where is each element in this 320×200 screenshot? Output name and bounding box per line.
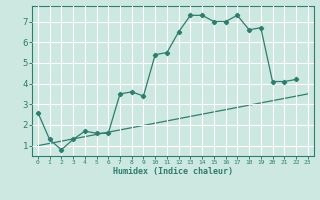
X-axis label: Humidex (Indice chaleur): Humidex (Indice chaleur): [113, 167, 233, 176]
